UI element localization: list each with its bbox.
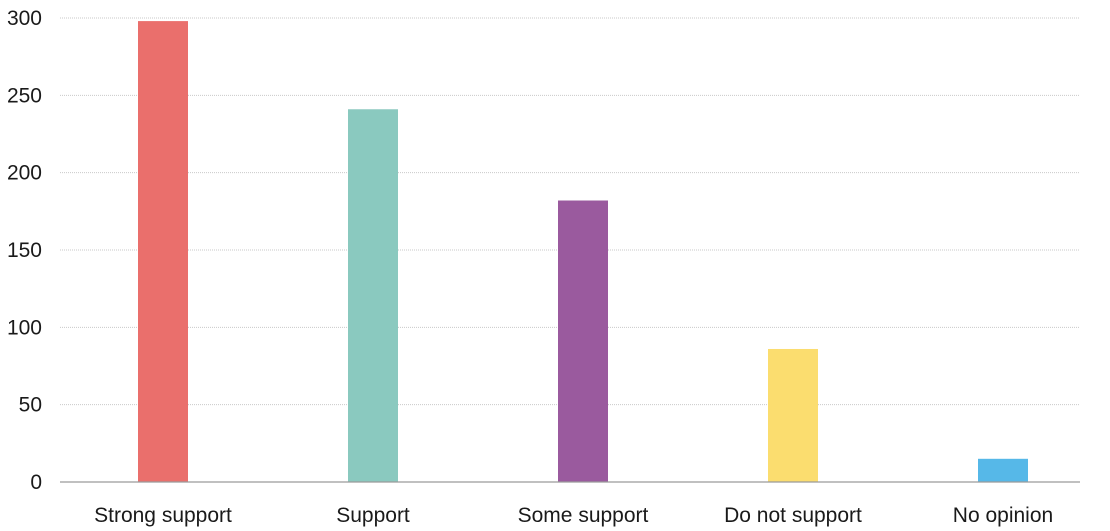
bar-support (348, 109, 398, 483)
bar-some-support (558, 200, 608, 483)
bar-no-opinion (978, 458, 1028, 482)
y-tick-label: 200 (7, 162, 42, 185)
bar-do-not-support (768, 348, 818, 482)
x-tick-label: No opinion (953, 504, 1053, 527)
x-tick-label: Strong support (94, 504, 232, 527)
y-tick-label: 100 (7, 316, 42, 339)
x-tick-label: Do not support (724, 504, 862, 527)
x-tick-label: Support (336, 504, 410, 527)
bars (138, 21, 1028, 483)
y-tick-label: 0 (30, 471, 42, 494)
y-tick-label: 50 (19, 394, 42, 417)
y-tick-label: 300 (7, 7, 42, 30)
bar-strong-support (138, 21, 188, 483)
y-axis-tick-labels: 0 50 100 150 200 250 300 (7, 7, 42, 494)
y-tick-label: 250 (7, 84, 42, 107)
x-axis-tick-labels: Strong support Support Some support Do not … (94, 504, 1053, 527)
x-tick-label: Some support (518, 504, 649, 527)
y-tick-label: 150 (7, 239, 42, 262)
